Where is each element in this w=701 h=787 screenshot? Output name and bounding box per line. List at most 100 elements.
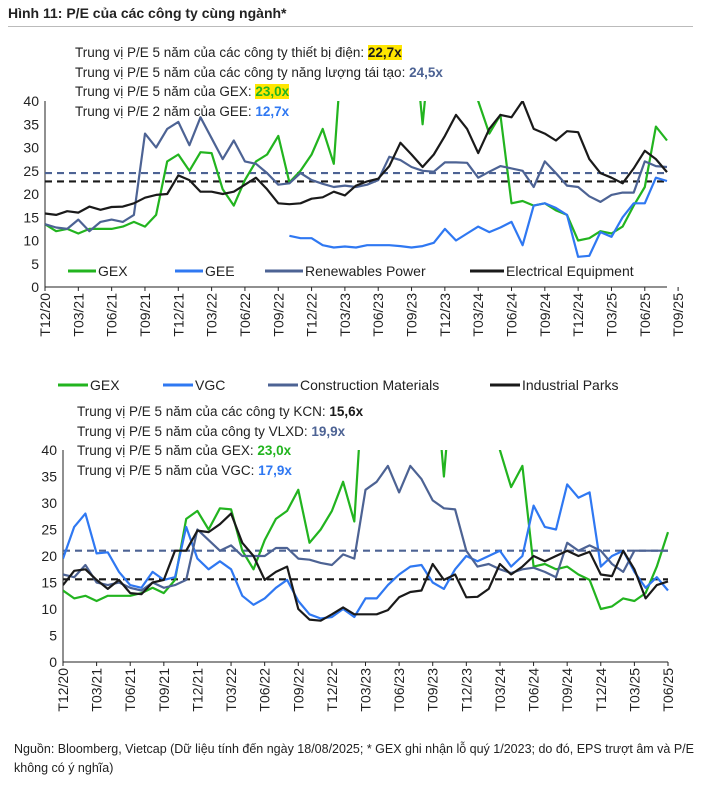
- x-tick-label: T03/23: [337, 293, 353, 337]
- legend-label: Renewables Power: [305, 263, 426, 279]
- x-tick-label: T03/21: [70, 293, 86, 337]
- y-tick-label: 15: [23, 209, 39, 225]
- x-tick-label: T06/25: [660, 668, 676, 712]
- x-tick-label: T12/21: [170, 293, 186, 337]
- y-tick-label: 5: [49, 628, 57, 644]
- annotation-label: Trung vị P/E 5 năm của VGC:: [77, 462, 259, 478]
- legend-label: GEX: [98, 263, 128, 279]
- figure-title: Hình 11: P/E của các công ty cùng ngành*: [8, 5, 287, 21]
- series-line-gee: [289, 176, 668, 258]
- x-tick-label: T03/22: [223, 668, 239, 712]
- x-tick-label: T12/22: [324, 668, 340, 712]
- y-tick-label: 30: [23, 140, 39, 156]
- x-tick-label: T06/21: [104, 293, 120, 337]
- y-tick-label: 10: [41, 601, 57, 617]
- series-line-electrical-equipment: [45, 101, 668, 216]
- x-tick-label: T06/22: [237, 293, 253, 337]
- x-tick-label: T12/24: [593, 668, 609, 712]
- x-tick-label: T12/23: [437, 293, 453, 337]
- x-tick-label: T06/23: [370, 293, 386, 337]
- legend-label: Construction Materials: [300, 377, 439, 393]
- median-annotation: Trung vị P/E 5 năm của GEX: 23,0x: [75, 82, 290, 101]
- x-tick-label: T03/22: [204, 293, 220, 337]
- y-tick-label: 25: [23, 163, 39, 179]
- annotation-label: Trung vị P/E 5 năm của GEX:: [77, 443, 258, 458]
- legend-label: Electrical Equipment: [506, 263, 634, 279]
- legend-label: GEX: [90, 377, 120, 393]
- x-tick-label: T03/25: [626, 668, 642, 712]
- annotation-label: Trung vị P/E 5 năm của các công ty thiết…: [75, 45, 368, 60]
- annotation-value: 12,7x: [255, 103, 290, 119]
- x-tick-label: T12/22: [304, 293, 320, 337]
- y-tick-label: 20: [23, 186, 39, 202]
- annotation-value: 19,9x: [311, 423, 346, 439]
- x-tick-label: T09/22: [290, 668, 306, 712]
- y-tick-label: 20: [41, 548, 57, 564]
- y-tick-label: 15: [41, 575, 57, 591]
- annotation-value: 23,0x: [257, 443, 292, 458]
- legend-label: Industrial Parks: [522, 377, 618, 393]
- annotation-value: 15,6x: [329, 404, 364, 419]
- x-tick-label: T09/21: [156, 668, 172, 712]
- annotation-label: Trung vị P/E 5 năm của các công ty KCN:: [77, 404, 330, 419]
- x-tick-label: T09/24: [559, 668, 575, 712]
- median-annotation: Trung vị P/E 5 năm của GEX: 23,0x: [77, 441, 291, 460]
- x-tick-label: T09/24: [537, 293, 553, 337]
- x-tick-label: T03/24: [470, 293, 486, 337]
- series-group: [45, 101, 668, 258]
- annotation-value: 23,0x: [255, 84, 290, 99]
- annotation-label: Trung vị P/E 2 năm của GEE:: [75, 103, 256, 119]
- x-tick-label: T12/20: [55, 668, 71, 712]
- x-tick-label: T06/21: [122, 668, 138, 712]
- median-annotation: Trung vị P/E 5 năm của VGC: 17,9x: [77, 461, 292, 480]
- annotation-value: 17,9x: [258, 462, 292, 478]
- legend-label: GEE: [205, 263, 235, 279]
- y-tick-label: 40: [41, 442, 57, 458]
- median-annotation: Trung vị P/E 5 năm của các công ty năng …: [75, 63, 443, 82]
- y-tick-label: 5: [31, 256, 39, 272]
- x-tick-label: T09/23: [404, 293, 420, 337]
- x-tick-label: T06/24: [526, 668, 542, 712]
- x-tick-label: T09/21: [137, 293, 153, 337]
- series-line-industrial-parks: [63, 512, 669, 622]
- y-tick-label: 10: [23, 233, 39, 249]
- annotation-value: 22,7x: [367, 45, 402, 60]
- y-tick-label: 0: [31, 279, 39, 295]
- legend-label: VGC: [195, 377, 225, 393]
- annotation-label: Trung vị P/E 5 năm của các công ty năng …: [75, 64, 410, 80]
- x-tick-label: T03/25: [603, 293, 619, 337]
- y-tick-label: 25: [41, 522, 57, 538]
- x-tick-label: T09/25: [670, 293, 686, 337]
- x-tick-label: T03/23: [358, 668, 374, 712]
- y-tick-label: 0: [49, 654, 57, 670]
- x-tick-label: T12/24: [570, 293, 586, 337]
- x-tick-label: T03/21: [89, 668, 105, 712]
- annotation-value: 24,5x: [409, 64, 443, 80]
- median-annotation: Trung vị P/E 2 năm của GEE: 12,7x: [75, 102, 289, 121]
- y-tick-label: 35: [23, 116, 39, 132]
- series-line-gex: [63, 450, 670, 611]
- x-tick-label: T12/23: [458, 668, 474, 712]
- series-group: [63, 450, 670, 622]
- y-tick-label: 40: [23, 93, 39, 109]
- title-divider: [8, 26, 693, 27]
- x-tick-label: T03/24: [492, 668, 508, 712]
- median-annotation: Trung vị P/E 5 năm của các công ty KCN: …: [77, 402, 363, 421]
- series-line-construction-materials: [63, 464, 668, 592]
- x-tick-label: T09/22: [270, 293, 286, 337]
- x-tick-label: T06/22: [257, 668, 273, 712]
- x-tick-label: T09/23: [425, 668, 441, 712]
- annotation-label: Trung vị P/E 5 năm của công ty VLXD:: [77, 423, 312, 439]
- x-tick-label: T12/21: [189, 668, 205, 712]
- y-tick-label: 30: [41, 495, 57, 511]
- median-annotation: Trung vị P/E 5 năm của công ty VLXD: 19,…: [77, 422, 345, 441]
- x-tick-label: T06/25: [637, 293, 653, 337]
- x-tick-label: T12/20: [37, 293, 53, 337]
- annotation-label: Trung vị P/E 5 năm của GEX:: [75, 84, 256, 99]
- y-tick-label: 35: [41, 469, 57, 485]
- median-annotation: Trung vị P/E 5 năm của các công ty thiết…: [75, 43, 402, 62]
- x-tick-label: T06/24: [504, 293, 520, 337]
